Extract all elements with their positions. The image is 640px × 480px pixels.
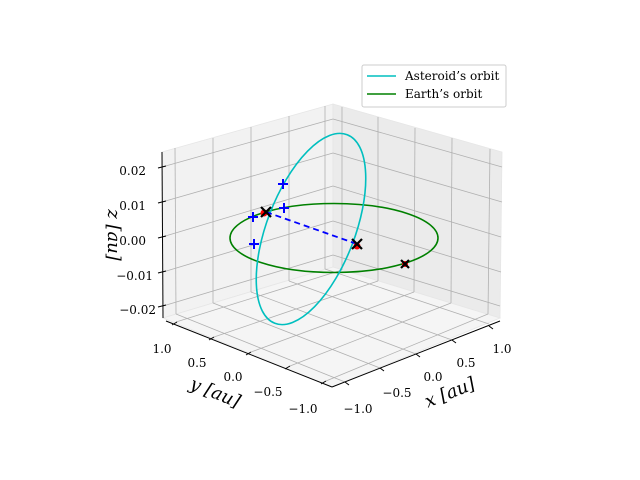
x-tick-labels: −1.0 −0.5 0.0 0.5 1.0 bbox=[343, 342, 511, 416]
legend-box bbox=[361, 64, 507, 108]
z-tick-label: 0.01 bbox=[119, 199, 146, 213]
z-axis-label: z [au] bbox=[103, 208, 124, 262]
y-tick-labels: 1.0 0.5 0.0 −0.5 −1.0 bbox=[152, 342, 317, 416]
y-tick-label: 1.0 bbox=[152, 342, 171, 356]
plus-marker-icon bbox=[278, 179, 288, 189]
x-tick-label: −1.0 bbox=[343, 402, 372, 416]
legend: Asteroid’s orbit Earth’s orbit bbox=[361, 64, 507, 108]
x-tick-label: 0.0 bbox=[423, 370, 442, 384]
x-marker-icon bbox=[400, 259, 410, 269]
y-tick-label: −1.0 bbox=[288, 402, 317, 416]
plus-marker-icon bbox=[279, 203, 289, 213]
plus-marker-icon bbox=[249, 239, 259, 249]
z-tick-label: 0.02 bbox=[119, 164, 146, 178]
x-tick-label: 0.5 bbox=[456, 356, 475, 370]
legend-label-earth: Earth’s orbit bbox=[405, 87, 482, 101]
black-x-markers bbox=[260, 206, 410, 269]
tick-marks bbox=[157, 165, 494, 386]
plus-marker-icon bbox=[248, 212, 258, 222]
axis-panes bbox=[161, 103, 503, 388]
y-tick-label: −0.5 bbox=[253, 385, 282, 399]
x-tick-label: −0.5 bbox=[382, 386, 411, 400]
z-tick-labels: 0.02 0.01 0.00 −0.01 −0.02 bbox=[116, 164, 156, 317]
y-axis-line bbox=[165, 320, 333, 388]
dashed-connector-line bbox=[265, 211, 358, 245]
y-tick-label: 0.0 bbox=[223, 370, 242, 384]
blue-plus-markers bbox=[248, 179, 289, 249]
x-tick-label: 1.0 bbox=[492, 342, 511, 356]
x-marker-icon bbox=[351, 238, 363, 250]
z-axis-line bbox=[161, 151, 164, 319]
y-tick-label: 0.5 bbox=[187, 356, 206, 370]
z-tick-label: −0.01 bbox=[116, 269, 153, 283]
x-marker-icon bbox=[260, 206, 272, 218]
legend-label-asteroid: Asteroid’s orbit bbox=[404, 69, 499, 83]
z-tick-label: −0.02 bbox=[119, 303, 156, 317]
earth-orbit-line bbox=[229, 202, 439, 274]
z-tick-label: 0.00 bbox=[119, 234, 146, 248]
